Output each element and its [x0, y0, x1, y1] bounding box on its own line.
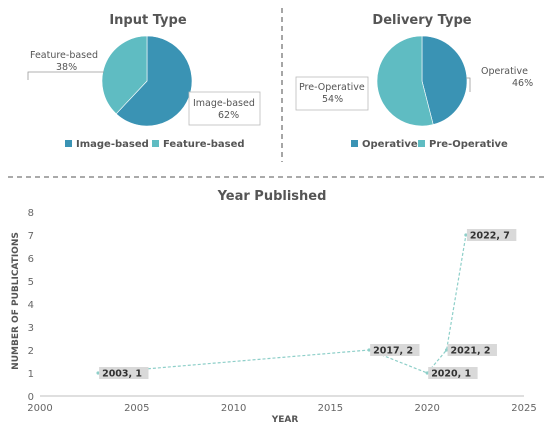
image-based-callout: Image-based 62% [193, 98, 258, 121]
input-type-chart: Input Type Feature-based 38% Image-based… [27, 13, 261, 150]
line-series [96, 233, 468, 375]
x-tick-label: 2020 [414, 403, 439, 414]
y-tick-label: 2 [28, 346, 34, 357]
pie-slice-pre-operative [376, 35, 434, 127]
line-data-labels: 2003, 1 2017, 2 2020, 1 2021, 2 2022, 7 [99, 229, 517, 380]
x-tick-label: 2005 [124, 403, 149, 414]
feature-based-callout-name: Feature-based [30, 50, 98, 61]
data-label-background [428, 367, 478, 379]
data-label-background [99, 367, 149, 379]
operative-callout: Operative 46% [481, 66, 533, 89]
operative-callout-leader [466, 77, 471, 92]
image-based-callout-name: Image-based [193, 98, 255, 109]
y-tick-label: 8 [28, 208, 34, 219]
delivery-type-slices [376, 35, 468, 127]
x-tick-label: 2010 [221, 403, 246, 414]
year-published-chart: Year Published 0 1 2 3 4 5 6 7 8 2000 2005 2010 2015… [11, 189, 537, 425]
x-tick-label: 2025 [511, 403, 536, 414]
data-label: 2021, 2 [451, 346, 491, 357]
data-label: 2020, 1 [431, 369, 471, 380]
data-label: 2017, 2 [373, 346, 413, 357]
data-label: 2022, 7 [470, 231, 510, 242]
line-axes: 0 1 2 3 4 5 6 7 8 2000 2005 2010 2015 2020 2025 [27, 208, 536, 414]
legend-image-based: Image-based [76, 139, 149, 150]
data-label-background [466, 229, 517, 241]
pre-operative-callout-box [295, 76, 369, 111]
legend-swatch-pre-operative [418, 140, 425, 147]
delivery-type-chart: Delivery Type Operative 46% Pre-Operativ… [295, 13, 533, 150]
data-point [444, 348, 449, 352]
y-tick-label: 0 [28, 392, 34, 403]
y-tick-label: 3 [28, 323, 34, 334]
x-tick-label: 2015 [318, 403, 343, 414]
pie-slice-feature-based [101, 35, 148, 115]
y-axis-label: NUMBER OF PUBLICATIONS [11, 232, 21, 370]
y-tick-label: 4 [28, 300, 34, 311]
data-label: 2003, 1 [102, 369, 142, 380]
feature-based-callout: Feature-based 38% [30, 50, 101, 73]
data-point [96, 371, 100, 375]
data-point [425, 371, 429, 375]
year-published-title: Year Published [217, 189, 327, 204]
operative-callout-value: 46% [512, 78, 533, 89]
x-axis-label: YEAR [271, 415, 299, 425]
legend-swatch-operative [351, 140, 358, 147]
delivery-type-title: Delivery Type [372, 13, 471, 28]
legend-pre-operative: Pre-Operative [429, 139, 508, 150]
x-tick-label: 2000 [27, 403, 52, 414]
data-label-background [447, 344, 497, 356]
feature-based-callout-value: 38% [56, 62, 77, 73]
image-based-callout-box [188, 91, 261, 126]
data-label-background [370, 344, 420, 356]
operative-callout-name: Operative [481, 66, 528, 77]
input-type-slices [101, 35, 193, 127]
feature-based-callout-leader [27, 71, 104, 80]
pre-operative-callout: Pre-Operative 54% [299, 82, 368, 105]
legend-operative: Operative [362, 139, 418, 150]
data-point [464, 233, 468, 237]
y-tick-label: 5 [28, 277, 34, 288]
legend-feature-based: Feature-based [163, 139, 245, 150]
image-based-callout-value: 62% [218, 110, 239, 121]
y-tick-label: 1 [28, 369, 34, 380]
legend-swatch-image-based [65, 140, 72, 147]
input-type-title: Input Type [109, 13, 186, 28]
pre-operative-callout-name: Pre-Operative [299, 82, 365, 93]
legend-swatch-feature-based [152, 140, 159, 147]
pie-slice-operative [421, 35, 468, 125]
data-point [367, 348, 371, 352]
series-line [98, 234, 467, 374]
pre-operative-callout-value: 54% [322, 94, 343, 105]
y-tick-label: 7 [28, 231, 34, 242]
y-tick-label: 6 [28, 254, 34, 265]
